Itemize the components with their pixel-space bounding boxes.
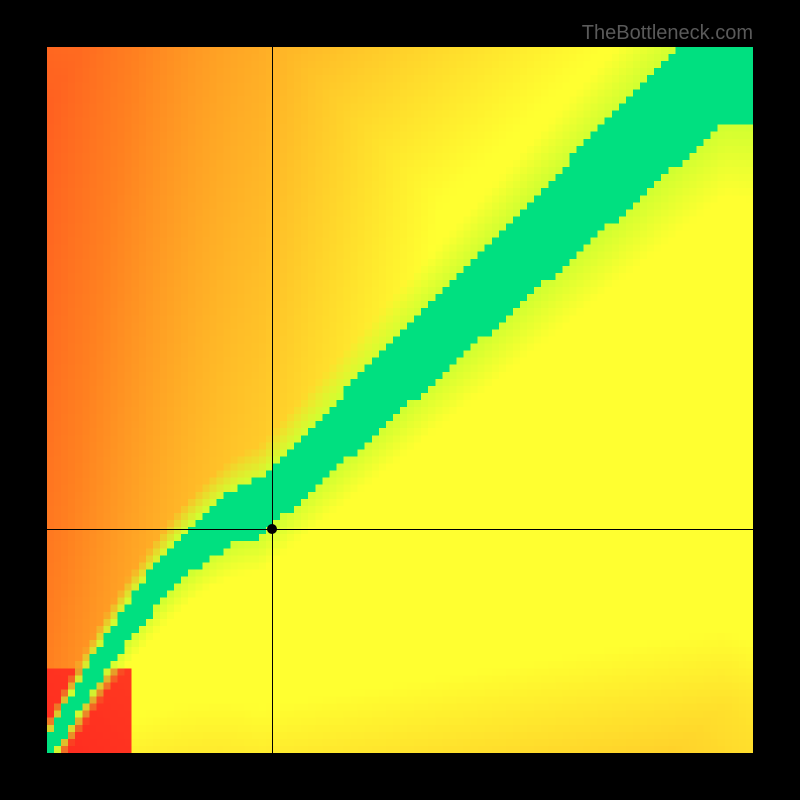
plot-container <box>47 47 753 753</box>
data-point-marker <box>267 524 277 534</box>
crosshair-vertical <box>272 47 273 753</box>
bottleneck-heatmap <box>47 47 753 753</box>
crosshair-horizontal <box>47 529 753 530</box>
watermark-text: TheBottleneck.com <box>582 22 753 45</box>
